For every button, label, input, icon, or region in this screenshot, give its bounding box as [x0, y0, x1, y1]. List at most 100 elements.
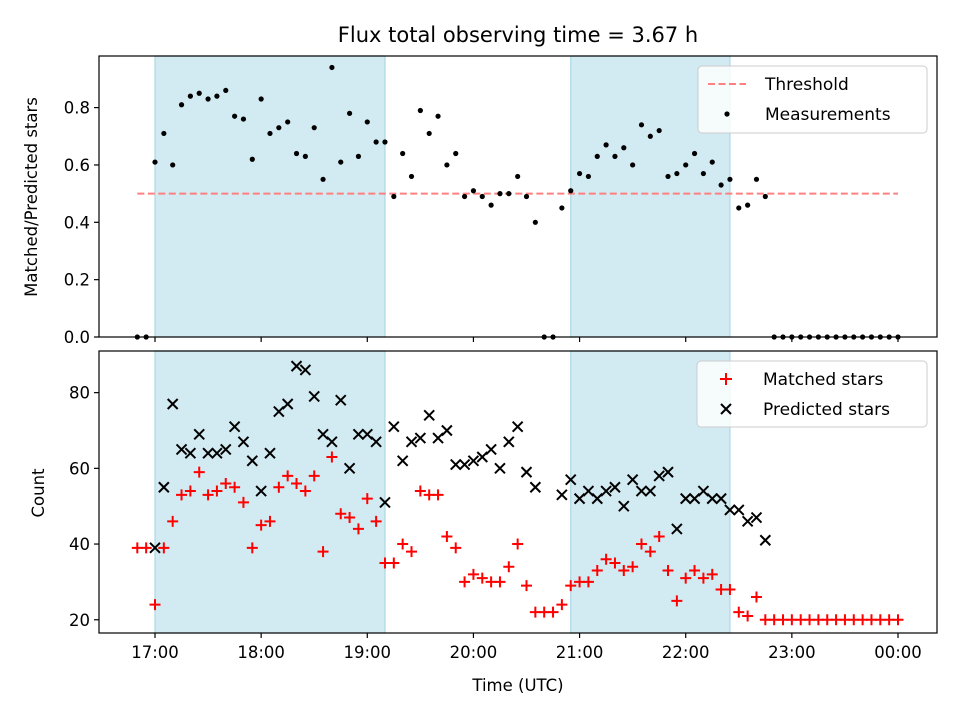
predicted-star-point — [158, 481, 170, 493]
measurement-point — [700, 170, 707, 177]
xtick-label: 23:00 — [768, 643, 816, 662]
matched-star-point — [432, 489, 444, 501]
predicted-star-point — [370, 436, 382, 448]
predicted-star-point — [290, 360, 303, 372]
predicted-star-point — [741, 515, 754, 528]
measurement-point — [683, 162, 689, 168]
matched-star-point — [680, 572, 692, 584]
x-axis-label: Time (UTC) — [471, 676, 563, 695]
measurement-point — [647, 133, 653, 139]
predicted-star-point — [193, 428, 205, 440]
predicted-star-point — [644, 485, 657, 497]
measurement-point — [470, 188, 477, 194]
predicted-star-point — [388, 420, 400, 433]
predicted-star-point — [467, 455, 480, 467]
bottom-ytick-label: 60 — [69, 459, 90, 478]
predicted-star-point — [680, 492, 692, 505]
matched-star-point — [521, 580, 532, 592]
measurement-point — [258, 96, 264, 102]
xtick-label: 00:00 — [874, 643, 922, 662]
bottom-ytick-label: 80 — [69, 384, 90, 403]
measurement-point — [267, 130, 273, 137]
measurement-point — [461, 193, 468, 200]
measurement-point — [408, 173, 415, 180]
measurement-point — [638, 122, 645, 128]
predicted-star-point — [175, 443, 188, 456]
predicted-star-point — [255, 485, 267, 497]
measurement-point — [603, 142, 609, 148]
measurement-point — [674, 170, 680, 177]
predicted-star-point — [511, 420, 524, 433]
predicted-star-point — [202, 447, 214, 459]
measurement-point — [400, 150, 406, 157]
measurement-point — [515, 173, 521, 180]
predicted-star-point — [220, 443, 232, 456]
predicted-star-point — [228, 420, 241, 433]
measurement-point — [736, 205, 742, 211]
measurement-point — [205, 96, 211, 102]
measurement-point — [612, 153, 618, 159]
matched-star-point — [344, 512, 356, 524]
matched-star-point — [211, 485, 223, 497]
measurement-point — [329, 64, 335, 71]
measurement-point — [568, 188, 574, 194]
predicted-star-point — [635, 485, 648, 497]
measurement-point — [320, 176, 326, 182]
predicted-star-point — [520, 466, 533, 478]
matched-star-point — [246, 542, 258, 554]
measurement-point — [665, 173, 671, 180]
legend-predicted-swatch — [720, 403, 732, 415]
predicted-star-point — [237, 436, 250, 448]
measurement-point — [302, 153, 308, 159]
measurement-point — [532, 219, 538, 225]
matched-star-point — [352, 523, 364, 535]
predicted-star-point — [441, 424, 453, 437]
measurement-point — [382, 139, 388, 145]
matched-star-point — [459, 576, 471, 588]
predicted-star-point — [609, 481, 621, 493]
predicted-star-point — [166, 398, 179, 410]
matched-star-point — [635, 538, 647, 550]
matched-star-point — [556, 599, 568, 611]
matched-star-point — [512, 538, 524, 550]
measurement-point — [576, 170, 583, 177]
matched-star-point — [264, 515, 276, 527]
measurement-point — [523, 193, 530, 200]
matched-star-point — [388, 557, 400, 569]
predicted-star-point — [706, 492, 718, 505]
measurement-point — [727, 176, 733, 182]
predicted-star-point — [556, 489, 568, 501]
measurement-point — [240, 116, 247, 122]
predicted-star-point — [503, 436, 515, 448]
matched-star-point — [662, 565, 674, 577]
matched-star-point — [414, 485, 426, 497]
measurement-point — [276, 125, 282, 131]
matched-star-point — [308, 470, 320, 482]
measurement-point — [293, 150, 300, 157]
top-panel: 0.00.20.40.60.8 Matched/Predicted stars … — [22, 55, 938, 347]
measurement-point — [753, 176, 760, 182]
bottom-axes-frame — [98, 350, 938, 634]
predicted-star-point — [299, 364, 312, 376]
measurement-point — [559, 205, 565, 211]
legend-measurements-swatch — [724, 111, 730, 117]
predicted-star-point — [653, 470, 665, 482]
bottom-panel: 20 40 60 80 17:00 18:00 19:00 20:00 21:00 22:00 2… — [29, 350, 938, 695]
measurement-point — [621, 145, 627, 151]
predicted-star-point — [335, 394, 347, 406]
matched-star-point — [220, 477, 232, 489]
matched-star-point — [229, 481, 241, 493]
matched-star-point — [750, 591, 762, 603]
matched-star-point — [273, 481, 285, 493]
matched-star-point — [724, 583, 736, 595]
top-legend-box — [697, 65, 928, 134]
predicted-star-point — [414, 432, 427, 444]
measurement-point — [214, 93, 220, 99]
matched-star-point — [565, 580, 577, 592]
measurement-point — [479, 193, 485, 200]
measurement-point — [656, 127, 662, 134]
bottom-y-axis-label: Count — [29, 468, 48, 518]
predicted-star-point — [618, 500, 630, 512]
measurement-point — [364, 119, 370, 125]
